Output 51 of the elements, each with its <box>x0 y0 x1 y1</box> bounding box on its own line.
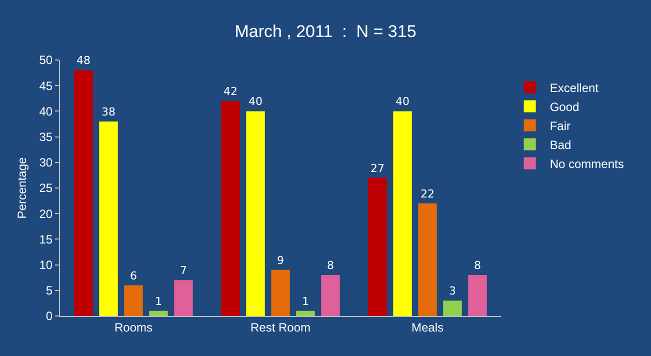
y-tick-label: 40 <box>39 104 53 118</box>
y-tick-label: 20 <box>39 206 53 221</box>
data-label: 1 <box>154 294 162 308</box>
data-label: 48 <box>76 54 91 68</box>
legend-label: Fair <box>550 118 570 133</box>
data-label: 8 <box>474 259 481 272</box>
data-label: 40 <box>248 95 263 108</box>
bar <box>124 285 143 316</box>
bar <box>418 203 437 316</box>
bar <box>221 100 240 316</box>
y-tick-label: 5 <box>46 284 53 298</box>
bar <box>74 70 93 316</box>
y-tick-label: 10 <box>39 258 53 272</box>
bar <box>99 121 118 316</box>
data-label: 38 <box>102 105 116 118</box>
y-tick-label: 30 <box>39 156 53 170</box>
legend-label: Bad <box>550 138 572 152</box>
y-tick-label: 25 <box>39 181 53 196</box>
data-label: 3 <box>448 284 456 298</box>
legend-label: Excellent <box>550 80 600 95</box>
bar <box>149 310 168 316</box>
data-label: 8 <box>326 259 334 272</box>
bar <box>443 300 462 316</box>
y-axis-title: Percentage <box>15 156 29 219</box>
bar <box>246 111 265 316</box>
chart-title: March , 2011 : N = 315 <box>234 22 416 41</box>
y-tick-label: 35 <box>39 130 53 144</box>
x-tick-label: Rooms <box>114 320 153 334</box>
data-label: 1 <box>302 294 309 308</box>
data-label: 27 <box>370 162 385 175</box>
data-label: 42 <box>224 84 238 98</box>
x-tick-label: Rest Room <box>250 320 311 334</box>
bar <box>321 275 340 316</box>
data-label: 6 <box>130 269 137 282</box>
bar <box>393 111 412 316</box>
data-label: 7 <box>180 264 187 278</box>
bar <box>296 310 315 316</box>
bar <box>368 178 387 316</box>
data-label: 9 <box>277 254 284 267</box>
bar <box>271 270 290 316</box>
legend-label: No comments <box>550 156 624 171</box>
y-tick-label: 0 <box>46 309 53 324</box>
x-tick-label: Meals <box>411 320 444 334</box>
legend-label: Good <box>550 100 580 114</box>
y-tick-label: 45 <box>39 78 53 93</box>
y-tick-label: 15 <box>39 232 53 246</box>
bar <box>468 275 487 316</box>
data-label: 40 <box>396 95 410 108</box>
y-tick-label: 50 <box>39 53 53 68</box>
bar <box>174 280 193 316</box>
data-label: 22 <box>420 187 434 200</box>
